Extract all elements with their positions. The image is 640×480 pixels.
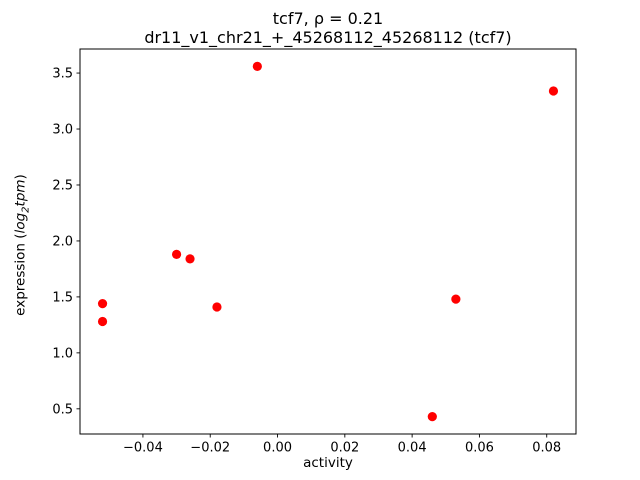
x-tick-label: 0.04 [398,441,427,456]
data-point [252,61,262,71]
data-point [171,249,182,259]
y-tick-label: 3.5 [52,67,73,82]
x-tick-label: −0.02 [190,441,230,456]
chart-title-line1: tcf7, ρ = 0.21 [272,9,384,28]
y-tick-label: 1.0 [52,346,73,361]
y-tick-label: 0.5 [52,402,73,417]
y-axis-label-math: log2tpm [12,179,32,234]
y-axis-label-sub: 2 [20,206,32,213]
y-axis-label-post: ) [12,174,29,180]
data-point [427,412,437,422]
y-axis-label: expression (log2tpm) [13,174,32,316]
x-tick-label: 0.02 [330,441,359,456]
axes-spines [79,48,577,435]
data-point [97,299,108,309]
x-tick-label: −0.04 [123,441,163,456]
y-tick-label: 1.5 [52,290,73,305]
data-point [548,86,559,96]
y-axis-label-log: log [12,212,29,234]
x-tick-label: 0.06 [465,441,494,456]
y-axis-label-tpm: tpm [12,179,29,207]
x-tick-label: 0.08 [532,441,561,456]
chart-title-line2: dr11_v1_chr21_+_45268112_45268112 (tcf7) [144,28,512,47]
chart-title: tcf7, ρ = 0.21 dr11_v1_chr21_+_45268112_… [80,9,576,47]
y-tick-label: 2.5 [52,178,73,193]
data-point [212,302,222,312]
data-point [97,316,108,327]
y-axis-label-pre: expression ( [12,233,29,316]
y-tick-label: 2.0 [52,234,73,249]
data-point [451,294,461,304]
x-tick-label: 0.00 [263,441,292,456]
y-tick-label: 3.0 [52,123,73,138]
data-point [185,254,195,264]
x-axis-label: activity [303,455,353,471]
